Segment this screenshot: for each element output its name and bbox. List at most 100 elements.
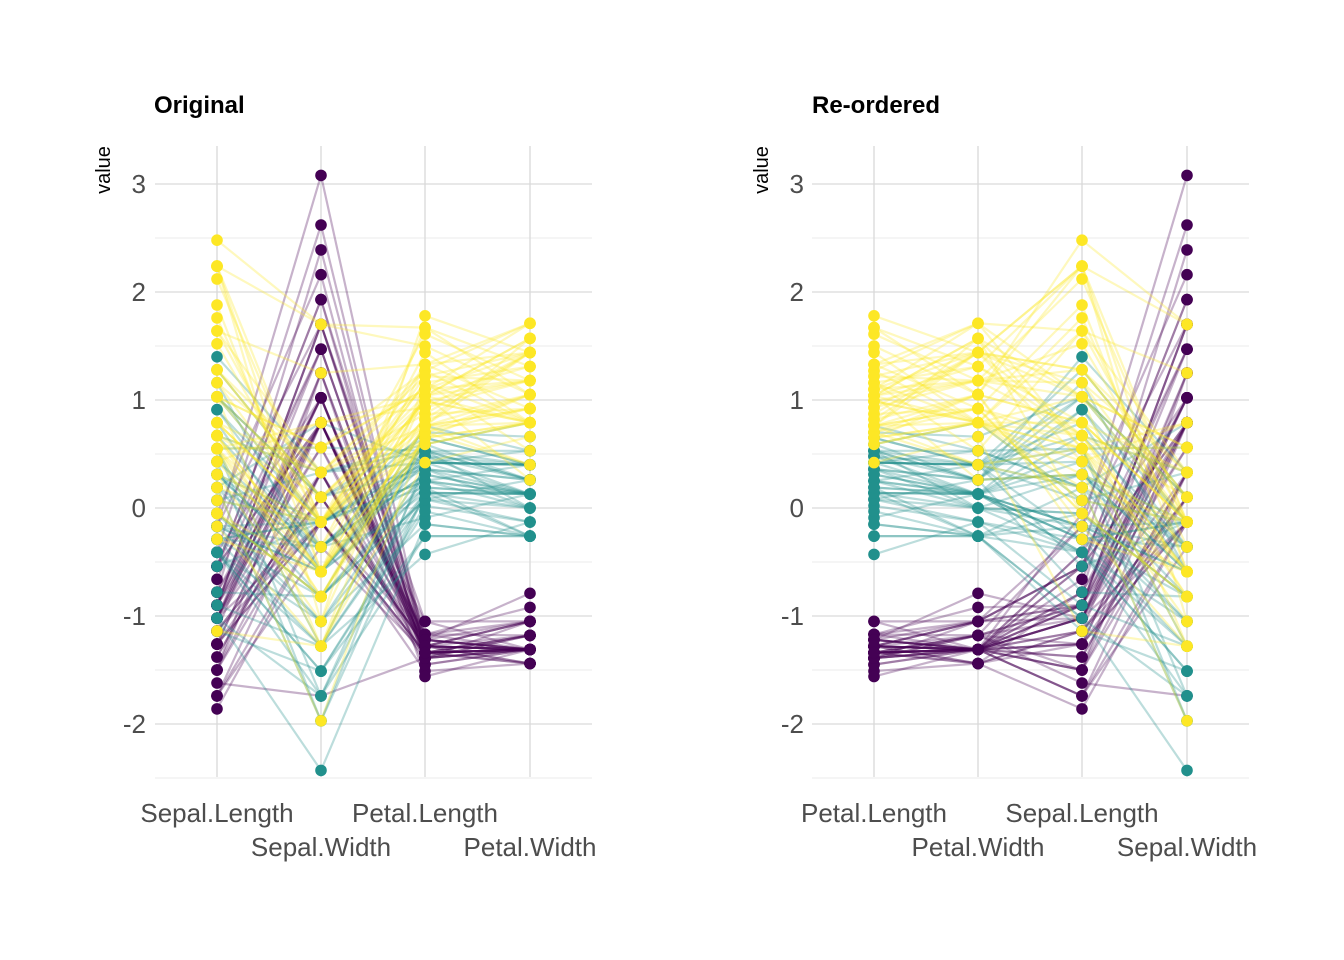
- data-point: [211, 299, 223, 311]
- data-point: [419, 548, 431, 561]
- data-point: [524, 657, 536, 670]
- observation-line: [216, 343, 531, 525]
- data-point: [211, 533, 223, 546]
- data-point: [315, 541, 327, 553]
- observation-line: [873, 299, 1189, 636]
- data-point: [315, 244, 327, 256]
- observation-line: [215, 296, 531, 660]
- data-point: [1076, 312, 1088, 324]
- observation-line: [873, 175, 1189, 648]
- data-point: [1181, 615, 1193, 628]
- observation-line: [216, 420, 531, 651]
- data-point: [1076, 468, 1088, 481]
- observation-line: [873, 395, 1188, 498]
- observation-line: [215, 487, 531, 724]
- observation-line: [216, 449, 531, 574]
- data-point: [868, 615, 880, 628]
- observation-line: [873, 368, 1188, 498]
- observation-line: [873, 421, 1188, 502]
- data-point: [315, 268, 327, 281]
- observation-line: [215, 370, 531, 654]
- data-point: [211, 638, 223, 650]
- data-point: [524, 474, 536, 486]
- series-points: [211, 169, 536, 777]
- observation-line: [216, 491, 531, 698]
- observation-line: [873, 422, 1188, 651]
- observation-line: [215, 265, 531, 575]
- observation-line: [216, 337, 531, 574]
- observation-line: [873, 521, 1188, 654]
- observation-line: [215, 265, 531, 626]
- data-point: [868, 456, 880, 469]
- observation-line: [215, 369, 531, 678]
- observation-line: [216, 337, 531, 499]
- data-point: [868, 505, 880, 517]
- observation-line: [216, 379, 531, 574]
- observation-line: [215, 321, 531, 648]
- observation-line: [216, 420, 531, 654]
- observation-line: [216, 470, 531, 660]
- observation-line: [873, 348, 1188, 651]
- observation-line: [873, 434, 1188, 548]
- data-point: [1076, 299, 1088, 311]
- observation-line: [873, 303, 1189, 573]
- data-point: [972, 643, 984, 656]
- data-point: [1076, 546, 1088, 559]
- observation-line: [216, 346, 531, 651]
- x-tick-label: Sepal.Width: [1117, 832, 1257, 862]
- observation-line: [215, 220, 531, 654]
- observation-line: [873, 264, 1189, 523]
- observation-line: [215, 271, 531, 666]
- data-point: [211, 664, 223, 676]
- data-point: [524, 332, 536, 345]
- observation-line: [873, 408, 1188, 548]
- data-point: [419, 646, 431, 659]
- observation-line: [873, 422, 1188, 654]
- data-point: [1181, 466, 1193, 479]
- observation-line: [873, 461, 1188, 548]
- observation-line: [216, 520, 531, 651]
- observation-line: [216, 395, 531, 660]
- observation-line: [216, 395, 531, 660]
- observation-line: [873, 365, 1188, 523]
- observation-line: [216, 545, 531, 697]
- data-point: [972, 657, 984, 670]
- observation-line: [873, 510, 1188, 672]
- observation-line: [216, 396, 531, 499]
- observation-line: [873, 394, 1188, 623]
- observation-line: [216, 399, 531, 499]
- data-point: [524, 488, 536, 500]
- observation-line: [873, 397, 1188, 660]
- data-point: [211, 507, 223, 520]
- observation-line: [873, 351, 1188, 474]
- observation-line: [873, 486, 1188, 573]
- observation-line: [216, 470, 531, 658]
- data-point: [1181, 293, 1193, 306]
- data-point: [1076, 234, 1088, 246]
- observation-line: [873, 397, 1188, 651]
- data-point: [524, 587, 536, 600]
- observation-line: [873, 498, 1188, 598]
- observation-line: [873, 460, 1188, 548]
- data-point: [1181, 343, 1193, 356]
- observation-line: [873, 372, 1189, 678]
- data-point: [211, 429, 223, 442]
- observation-line: [873, 521, 1188, 698]
- observation-line: [216, 424, 531, 599]
- observation-line: [215, 346, 531, 648]
- observation-line: [873, 324, 1189, 648]
- data-point: [1076, 391, 1088, 403]
- observation-line: [216, 395, 531, 651]
- observation-line: [873, 486, 1188, 598]
- observation-line: [873, 446, 1188, 636]
- observation-line: [873, 379, 1188, 523]
- observation-line: [216, 479, 531, 549]
- data-point: [315, 665, 327, 677]
- data-point: [419, 310, 431, 322]
- observation-line: [216, 322, 531, 450]
- observation-line: [216, 393, 531, 649]
- observation-line: [216, 446, 530, 452]
- observation-line: [216, 486, 531, 573]
- data-point: [211, 586, 223, 598]
- data-point: [1181, 565, 1193, 578]
